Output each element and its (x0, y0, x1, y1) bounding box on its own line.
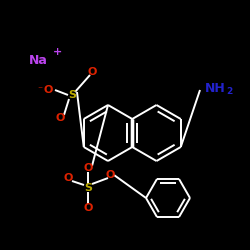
Text: O: O (43, 85, 53, 95)
Text: Na: Na (28, 54, 48, 66)
Text: O: O (83, 203, 93, 213)
Text: +: + (52, 47, 62, 57)
Text: S: S (84, 183, 92, 193)
Text: S: S (68, 90, 76, 100)
Text: ⁻: ⁻ (38, 85, 43, 95)
Text: O: O (83, 163, 93, 173)
Text: O: O (87, 67, 97, 77)
Text: O: O (55, 113, 65, 123)
Text: NH: NH (204, 82, 226, 94)
Text: O: O (63, 173, 73, 183)
Text: 2: 2 (226, 88, 232, 96)
Text: O: O (105, 170, 115, 180)
